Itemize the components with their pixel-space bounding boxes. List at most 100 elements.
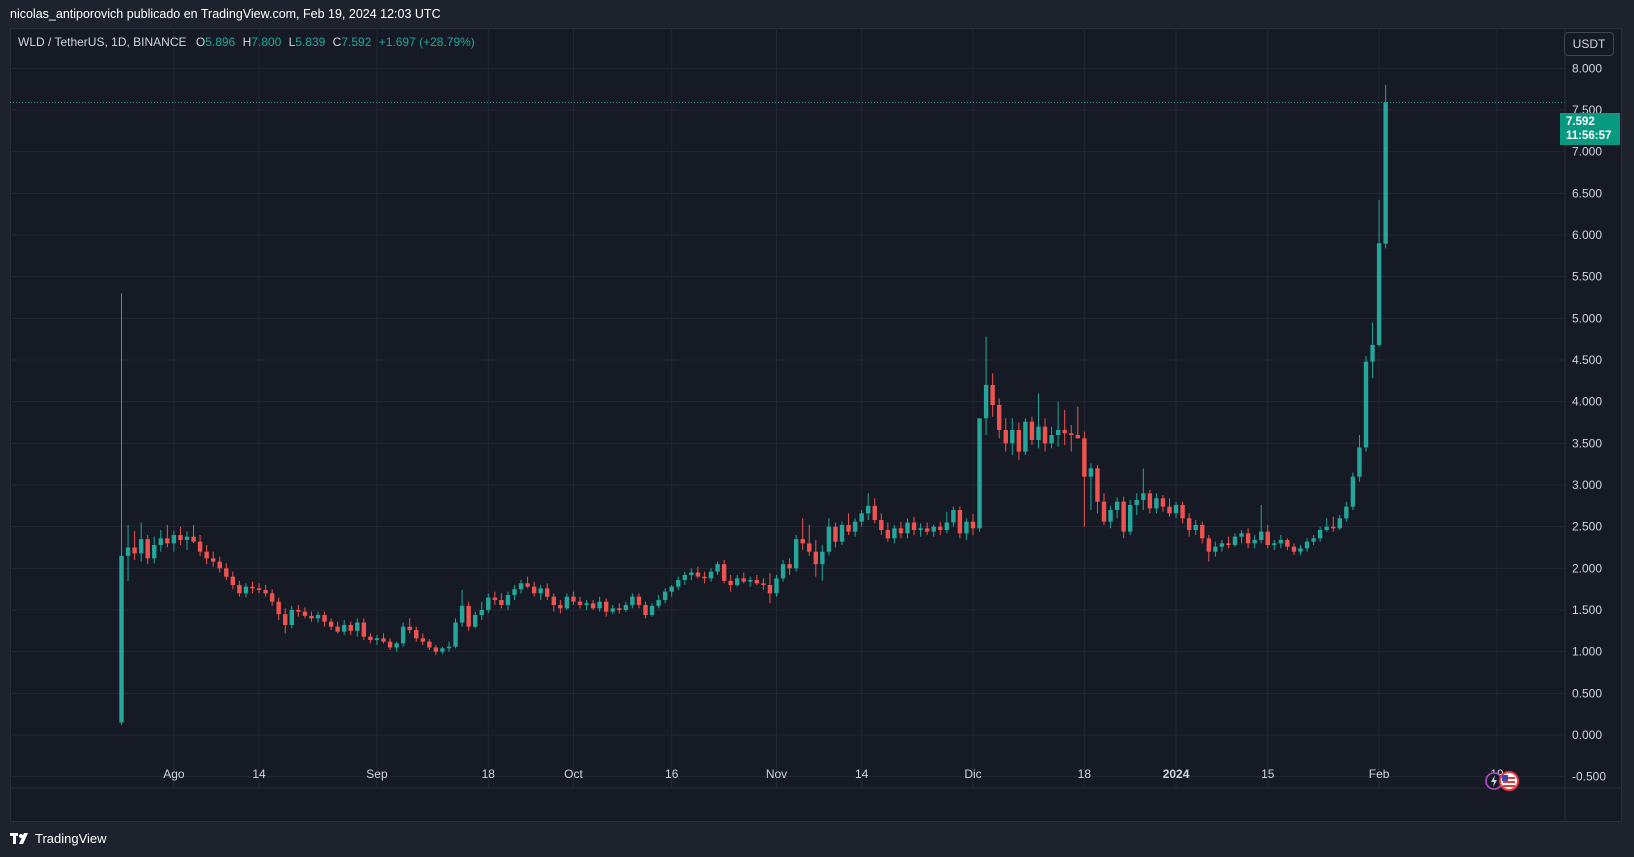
candle	[217, 556, 222, 573]
candle	[125, 525, 131, 581]
candle-body	[1036, 426, 1041, 440]
candle-body	[577, 601, 583, 605]
candle	[997, 398, 1002, 439]
candle	[623, 601, 629, 612]
candle-body	[774, 578, 779, 594]
symbol-legend[interactable]: WLD / TetherUS, 1D, BINANCE O5.896 H7.80…	[18, 35, 479, 49]
candle-body	[1154, 498, 1159, 509]
candle-body	[1324, 526, 1329, 530]
candle	[335, 621, 340, 634]
candle	[1101, 493, 1107, 525]
candle-body	[643, 605, 648, 615]
candle-body	[289, 610, 294, 625]
candle	[479, 601, 484, 620]
y-tick-label: 8.000	[1572, 61, 1602, 75]
candle	[872, 498, 877, 524]
candle-body	[833, 526, 838, 542]
candle	[276, 597, 281, 620]
candle-body	[394, 643, 399, 648]
economic-events-icon[interactable]	[1483, 770, 1523, 792]
x-tick-label: Oct	[564, 767, 583, 781]
grid-lines	[10, 28, 1565, 788]
candle-body	[662, 591, 668, 600]
candle-body	[1075, 435, 1080, 439]
candle-body	[197, 541, 203, 552]
candle	[531, 581, 537, 597]
candle-body	[807, 543, 812, 552]
candle-body	[1272, 543, 1277, 545]
candle	[1147, 490, 1153, 514]
candle	[597, 596, 602, 612]
candle	[669, 585, 674, 597]
candle	[1259, 505, 1264, 544]
x-tick-label: Feb	[1369, 767, 1390, 781]
candle-body	[191, 536, 196, 542]
candle-body	[918, 528, 923, 530]
candle	[1344, 501, 1349, 522]
currency-button[interactable]: USDT	[1564, 32, 1614, 56]
candle	[820, 545, 825, 581]
candle	[1370, 322, 1375, 379]
candle	[964, 518, 969, 540]
candle-body	[119, 555, 124, 723]
candle-body	[1049, 435, 1054, 444]
candle-body	[957, 510, 963, 534]
y-tick-label: 4.000	[1572, 395, 1602, 409]
candle-body	[217, 561, 222, 569]
tradingview-brand[interactable]: TradingView	[10, 831, 107, 846]
candle	[630, 593, 635, 609]
candle	[859, 510, 864, 527]
candle-body	[1317, 530, 1323, 539]
candle	[813, 540, 818, 577]
candle	[361, 618, 367, 640]
candle-body	[1167, 506, 1172, 514]
candle-body	[1245, 533, 1251, 544]
candle	[1095, 465, 1100, 514]
candle	[793, 535, 799, 572]
candle-body	[885, 530, 891, 539]
candle	[1219, 540, 1225, 552]
x-tick-label: 18	[482, 767, 496, 781]
bar-countdown: 11:56:57	[1566, 130, 1612, 142]
candle	[1285, 538, 1290, 550]
candle-body	[990, 385, 995, 405]
candle	[1304, 538, 1310, 552]
candle-body	[1055, 430, 1061, 435]
candle-body	[754, 580, 760, 584]
candle-body	[171, 535, 177, 544]
candle	[368, 633, 373, 644]
candle	[807, 525, 812, 556]
y-tick-label: 0.500	[1572, 686, 1602, 700]
candle	[754, 575, 760, 585]
candle-body	[1376, 243, 1382, 345]
candle-body	[839, 525, 845, 542]
candle-body	[689, 572, 694, 575]
y-tick-label: 3.000	[1572, 478, 1602, 492]
candle-body	[184, 536, 190, 540]
candle	[165, 525, 170, 548]
candle	[289, 605, 294, 629]
candle-body	[473, 615, 478, 627]
candle-body	[597, 601, 602, 609]
candle	[1291, 543, 1297, 555]
candle	[414, 626, 419, 642]
brand-name: TradingView	[35, 831, 107, 846]
candle-body	[1141, 493, 1146, 500]
candle-body	[433, 647, 439, 652]
candle	[1193, 520, 1198, 535]
candle	[852, 518, 858, 537]
candle-body	[964, 521, 969, 534]
candle	[473, 611, 478, 629]
candle-body	[466, 605, 471, 627]
candle-body	[276, 601, 281, 615]
candle	[230, 571, 236, 590]
candle	[1317, 526, 1323, 542]
candlestick-chart[interactable]: 8.0007.5007.0006.5006.0005.5005.0004.500…	[10, 28, 1622, 822]
candle	[250, 581, 255, 594]
candle	[1128, 500, 1133, 535]
candle	[1154, 493, 1159, 514]
candle	[184, 531, 190, 550]
candle-body	[695, 572, 701, 577]
candle	[499, 593, 504, 609]
candle-body	[1357, 447, 1362, 477]
